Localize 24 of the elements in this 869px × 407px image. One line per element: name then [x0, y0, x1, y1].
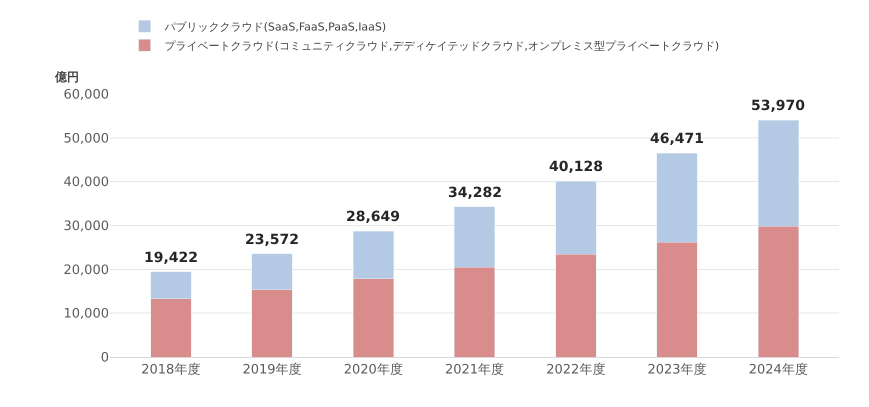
x-tick-label: 2022年度 — [546, 362, 606, 378]
y-tick-label: 30,000 — [64, 219, 109, 234]
y-tick-label: 50,000 — [64, 131, 109, 146]
y-tick-label: 10,000 — [64, 306, 109, 322]
legend-label: パブリッククラウド(SaaS,FaaS,PaaS,IaaS) — [164, 20, 386, 34]
x-tick-label: 2024年度 — [748, 362, 808, 378]
y-tick-label: 40,000 — [64, 175, 109, 190]
total-label: 53,970 — [751, 98, 806, 114]
x-tick-label: 2021年度 — [444, 362, 504, 378]
y-tick-label: 0 — [100, 350, 109, 366]
x-tick-label: 2019年度 — [242, 362, 302, 378]
legend-label: プライベートクラウド(コミュニティクラウド,デディケイテッドクラウド,オンプレミス型プライベートクラウド) — [164, 40, 720, 53]
x-tick-label: 2018年度 — [141, 362, 200, 378]
y-tick-label: 60,000 — [64, 88, 109, 103]
x-tick-label: 2023年度 — [647, 362, 707, 378]
x-tick-label: 2020年度 — [344, 362, 403, 378]
total-label: 40,128 — [549, 159, 604, 175]
y-axis-title: 億円 — [54, 70, 79, 84]
total-label: 19,422 — [144, 250, 198, 266]
total-label: 34,282 — [448, 185, 502, 201]
total-label: 46,471 — [650, 131, 704, 147]
total-label: 28,649 — [346, 209, 400, 225]
total-label: 23,572 — [245, 232, 300, 248]
y-tick-label: 20,000 — [64, 262, 109, 278]
